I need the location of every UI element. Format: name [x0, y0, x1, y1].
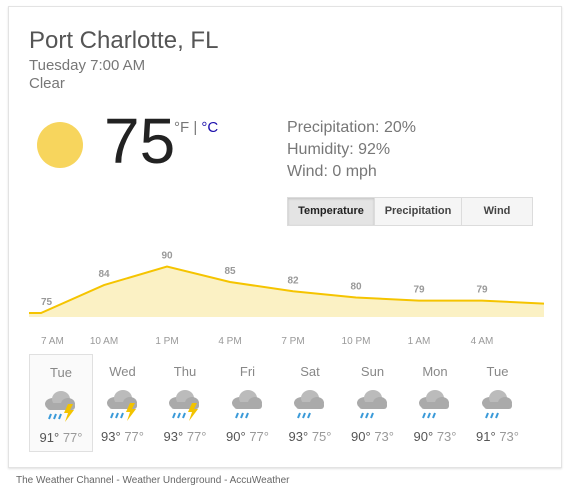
forecast-high: 90°: [226, 429, 246, 444]
tab-temperature[interactable]: Temperature: [288, 198, 375, 225]
chart-data-label: 75: [41, 297, 53, 308]
forecast-day-name: Sat: [300, 364, 320, 379]
forecast-day-name: Sun: [360, 364, 385, 379]
forecast-high: 91°: [39, 430, 60, 445]
chart-data-label: 84: [98, 269, 110, 280]
forecast-day[interactable]: Fri 90° 77°: [217, 354, 279, 450]
forecast-day[interactable]: Tue 91° 73°: [467, 354, 529, 450]
unit-toggle: °F | °C: [174, 119, 218, 136]
forecast-high: 93°: [288, 429, 309, 444]
chart-x-tick-label: 4 AM: [471, 336, 494, 347]
forecast-high: 93°: [101, 429, 121, 444]
current-temperature: 75: [104, 105, 176, 177]
tab-wind[interactable]: Wind: [483, 205, 511, 217]
rain-showers-icon: [415, 385, 455, 425]
rain-showers-icon: [353, 385, 393, 425]
chart-data-label: 79: [476, 285, 488, 296]
chart-data-label: 80: [350, 282, 362, 293]
forecast-low: 75°: [311, 429, 332, 444]
chart-data-label: 85: [224, 266, 236, 277]
chart-x-tick-label: 10 AM: [90, 336, 118, 347]
wind-stat: Wind: 0 mph: [287, 163, 377, 180]
forecast-low: 77°: [62, 430, 83, 445]
unit-separator: |: [189, 119, 202, 136]
thunderstorm-icon: [103, 385, 143, 425]
forecast-low: 77°: [186, 429, 207, 444]
forecast-day[interactable]: Sun 90° 73°: [342, 354, 404, 450]
chart-data-label: 82: [287, 275, 299, 286]
forecast-day-name: Tue: [486, 364, 509, 379]
forecast-day-name: Mon: [422, 364, 448, 379]
rain-showers-icon: [290, 385, 330, 425]
chart-x-tick-label: 1 PM: [155, 336, 178, 347]
forecast-day[interactable]: Tue 91° 77°: [29, 354, 93, 452]
forecast-day-name: Fri: [239, 364, 256, 379]
chart-x-tick-label: 7 PM: [281, 336, 304, 347]
tab-precipitation[interactable]: Precipitation: [375, 198, 462, 225]
chart-area-fill: [29, 266, 544, 317]
forecast-day-name: Thu: [173, 364, 197, 379]
forecast-high: 93°: [163, 429, 184, 444]
source-links[interactable]: The Weather Channel - Weather Undergroun…: [16, 475, 290, 486]
forecast-day[interactable]: Wed 93° 77°: [92, 354, 154, 450]
chart-x-tick-label: 1 AM: [408, 336, 431, 347]
sun-icon: [37, 122, 83, 168]
chart-data-label: 79: [413, 285, 425, 296]
forecast-day[interactable]: Sat 93° 75°: [279, 354, 341, 450]
forecast-low: 73°: [436, 429, 457, 444]
datetime: Tuesday 7:00 AM: [29, 57, 146, 74]
precipitation-stat: Precipitation: 20%: [287, 119, 416, 136]
chart-x-tick-label: 10 PM: [342, 336, 371, 347]
forecast-day-name: Tue: [50, 365, 72, 380]
forecast-day[interactable]: Mon 90° 73°: [404, 354, 466, 450]
chart-x-tick-label: 7 AM: [41, 336, 64, 347]
weather-card: Port Charlotte, FL Tuesday 7:00 AM Clear…: [8, 6, 562, 468]
weather-stats: Precipitation: 20% Humidity: 92% Wind: 0…: [287, 117, 416, 183]
chart-x-tick-label: 4 PM: [218, 336, 241, 347]
forecast-high: 90°: [351, 429, 371, 444]
rain-showers-icon: [228, 385, 268, 425]
humidity-stat: Humidity: 92%: [287, 141, 391, 158]
temperature-chart: 75 7 AM 84 10 AM 90 1 PM 85 4 PM 82 7 PM 80 10 PM 79…: [29, 251, 544, 347]
chart-tabs: Temperature Precipitation Wind: [287, 197, 533, 226]
chart-series-line: [29, 265, 544, 314]
thunderstorm-icon: [41, 386, 81, 426]
forecast-low: 77°: [124, 429, 144, 444]
unit-fahrenheit[interactable]: °F: [174, 119, 190, 136]
forecast-high: 91°: [476, 429, 496, 444]
forecast-low: 73°: [499, 429, 519, 444]
forecast-low: 73°: [374, 429, 394, 444]
unit-celsius[interactable]: °C: [201, 119, 219, 136]
location-title: Port Charlotte, FL: [29, 27, 219, 54]
forecast-low: 77°: [249, 429, 269, 444]
chart-data-label: 90: [161, 251, 173, 262]
condition: Clear: [29, 75, 65, 92]
rain-showers-icon: [478, 385, 518, 425]
forecast-high: 90°: [413, 429, 434, 444]
forecast-day-name: Wed: [109, 364, 136, 379]
forecast-day[interactable]: Thu 93° 77°: [154, 354, 216, 450]
thunderstorm-icon: [165, 385, 205, 425]
